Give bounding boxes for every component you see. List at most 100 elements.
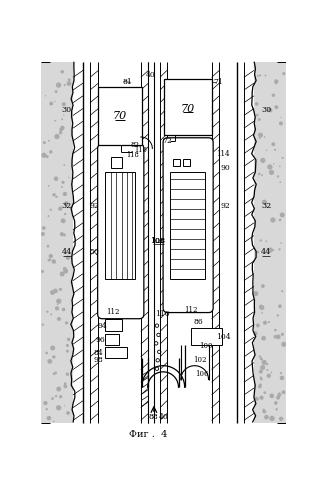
Circle shape bbox=[61, 186, 63, 188]
Circle shape bbox=[261, 284, 265, 288]
Circle shape bbox=[52, 397, 54, 400]
Circle shape bbox=[46, 155, 49, 158]
Circle shape bbox=[266, 150, 267, 151]
Circle shape bbox=[59, 131, 63, 134]
Circle shape bbox=[268, 321, 270, 323]
Circle shape bbox=[43, 401, 48, 405]
Circle shape bbox=[256, 324, 260, 328]
Text: 44: 44 bbox=[261, 248, 271, 256]
Circle shape bbox=[45, 95, 46, 96]
Circle shape bbox=[265, 240, 267, 242]
Text: 70: 70 bbox=[113, 111, 127, 121]
Circle shape bbox=[63, 384, 67, 388]
Circle shape bbox=[260, 365, 265, 370]
Circle shape bbox=[61, 70, 64, 73]
Circle shape bbox=[259, 305, 264, 310]
Circle shape bbox=[41, 152, 47, 158]
Circle shape bbox=[279, 122, 283, 126]
Circle shape bbox=[253, 291, 258, 296]
Circle shape bbox=[259, 370, 263, 374]
Circle shape bbox=[63, 114, 64, 116]
Circle shape bbox=[64, 213, 66, 215]
Circle shape bbox=[51, 398, 53, 400]
Circle shape bbox=[276, 334, 281, 339]
Circle shape bbox=[269, 170, 274, 175]
Circle shape bbox=[64, 84, 66, 86]
Text: 114: 114 bbox=[216, 150, 230, 158]
Text: 104: 104 bbox=[216, 333, 230, 341]
Circle shape bbox=[57, 317, 61, 321]
Circle shape bbox=[280, 372, 282, 374]
Circle shape bbox=[59, 395, 62, 398]
Text: 92: 92 bbox=[90, 202, 100, 210]
Circle shape bbox=[58, 206, 63, 211]
Text: Фиг .  4: Фиг . 4 bbox=[129, 430, 168, 438]
Circle shape bbox=[257, 75, 259, 77]
Bar bbox=[105, 334, 119, 345]
Circle shape bbox=[280, 242, 282, 244]
Circle shape bbox=[274, 329, 277, 332]
Circle shape bbox=[264, 415, 269, 420]
Circle shape bbox=[54, 372, 57, 374]
Text: 86: 86 bbox=[194, 318, 204, 326]
Circle shape bbox=[56, 298, 62, 304]
Circle shape bbox=[280, 212, 285, 218]
Circle shape bbox=[48, 185, 49, 187]
Circle shape bbox=[66, 344, 69, 347]
Text: 30: 30 bbox=[62, 106, 72, 114]
Circle shape bbox=[49, 102, 53, 105]
Circle shape bbox=[261, 312, 263, 314]
Circle shape bbox=[57, 304, 58, 305]
Circle shape bbox=[262, 360, 267, 365]
Text: 32: 32 bbox=[261, 202, 271, 210]
Circle shape bbox=[260, 378, 263, 380]
Bar bbox=[99, 87, 142, 144]
Bar bbox=[111, 157, 122, 168]
Circle shape bbox=[277, 175, 279, 178]
Circle shape bbox=[275, 408, 278, 410]
Circle shape bbox=[47, 245, 49, 248]
Circle shape bbox=[279, 166, 281, 167]
Text: 50: 50 bbox=[90, 248, 100, 256]
Circle shape bbox=[255, 102, 259, 106]
Text: 112: 112 bbox=[184, 306, 197, 314]
Circle shape bbox=[280, 376, 284, 380]
Circle shape bbox=[51, 259, 56, 264]
Circle shape bbox=[52, 193, 56, 196]
Circle shape bbox=[50, 346, 55, 350]
Circle shape bbox=[261, 174, 263, 176]
Circle shape bbox=[54, 100, 56, 102]
Circle shape bbox=[274, 105, 278, 109]
Circle shape bbox=[55, 395, 57, 398]
Circle shape bbox=[259, 137, 261, 139]
Circle shape bbox=[279, 182, 281, 183]
Circle shape bbox=[256, 398, 259, 401]
Text: 110: 110 bbox=[155, 310, 170, 318]
Circle shape bbox=[274, 401, 278, 405]
Circle shape bbox=[264, 136, 265, 138]
Circle shape bbox=[66, 350, 69, 352]
Circle shape bbox=[263, 408, 265, 411]
Bar bbox=[191, 328, 222, 345]
Text: 96: 96 bbox=[96, 336, 106, 344]
Text: 118: 118 bbox=[126, 152, 139, 160]
Circle shape bbox=[48, 259, 50, 262]
Circle shape bbox=[273, 163, 274, 164]
Circle shape bbox=[42, 226, 46, 230]
Circle shape bbox=[281, 333, 284, 336]
Circle shape bbox=[256, 114, 259, 116]
Circle shape bbox=[259, 356, 261, 358]
Text: 94: 94 bbox=[97, 322, 107, 330]
Circle shape bbox=[266, 363, 268, 366]
Circle shape bbox=[258, 172, 261, 175]
Circle shape bbox=[52, 355, 56, 358]
Circle shape bbox=[41, 232, 45, 236]
Circle shape bbox=[260, 358, 263, 360]
Circle shape bbox=[260, 376, 262, 378]
Circle shape bbox=[260, 240, 262, 242]
Bar bbox=[254, 62, 286, 424]
Circle shape bbox=[274, 335, 277, 338]
Circle shape bbox=[263, 320, 267, 325]
Circle shape bbox=[268, 248, 273, 252]
Bar bbox=[183, 160, 190, 166]
